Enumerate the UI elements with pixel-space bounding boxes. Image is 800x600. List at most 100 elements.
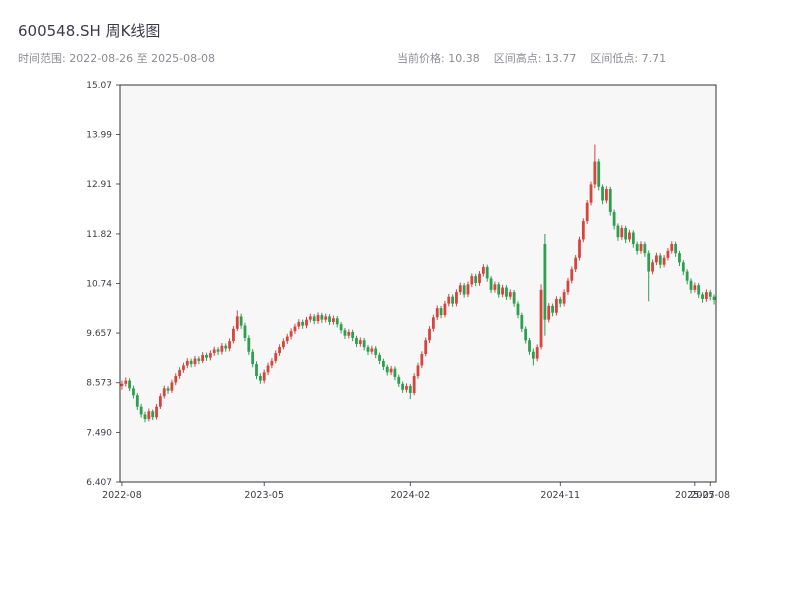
candle-body [597,161,601,187]
candle-body [635,244,639,251]
candle [139,403,143,418]
candle-body [528,340,531,352]
candle [397,374,401,388]
candle-body [497,284,501,295]
candle [704,289,708,302]
candle [601,184,604,205]
candle-body [324,316,328,320]
candle [585,200,589,224]
candle [520,312,524,333]
y-tick-label: 10.74 [86,279,112,289]
candle-body [631,232,635,245]
candle [243,322,247,342]
candle [420,351,424,369]
candle [320,312,324,323]
candle-body [197,358,201,361]
candle-body [312,316,316,322]
candle [439,305,443,319]
candle [551,303,554,317]
candle [505,285,508,300]
candle [458,282,462,295]
candle-body [704,292,708,300]
candle [285,333,289,344]
candle-body [697,285,701,295]
candle [389,365,393,376]
candle-body [639,244,643,251]
candle [282,338,285,350]
candle-body [566,280,570,293]
candle-body [585,202,589,222]
candle [362,337,366,351]
candle [651,259,654,275]
candle [201,352,205,364]
candle [685,269,689,285]
candle [255,361,258,380]
candle-body [535,347,539,359]
candle [212,346,216,356]
candle [135,392,139,410]
candle [535,344,539,362]
candle-body [589,184,593,203]
candle [466,281,470,298]
candle [128,378,132,392]
candle [408,383,412,399]
plot-area [120,85,716,482]
candle-body [489,278,493,290]
candle [381,358,385,371]
candle [455,289,458,307]
candle-body [228,341,231,349]
candle [616,223,620,241]
candle-body [481,266,485,274]
candle-body [555,299,558,313]
candle-body [662,257,666,265]
candle-body [262,372,266,381]
candle [347,329,351,339]
candle [247,335,251,355]
candle-body [466,284,470,295]
candle-body [520,315,524,329]
candle-body [201,354,205,361]
candle [501,284,504,298]
candle-body [166,388,170,391]
candle-body [212,349,216,354]
candle [170,379,174,393]
candle-body [678,253,681,263]
candle-body [182,365,185,371]
candle [678,250,681,267]
candle-body [462,285,466,295]
candle-body [143,414,147,420]
candle-body [412,376,416,393]
y-tick-label: 7.490 [86,428,112,438]
candle [443,300,447,318]
candle-body [332,318,335,322]
candle-body [524,328,528,341]
candle [335,315,339,328]
candle [351,329,355,342]
candle [266,362,270,376]
candle-body [658,255,662,265]
y-tick-label: 13.99 [86,130,112,140]
candle-body [362,340,366,348]
candle-body [551,305,554,313]
candle-body [158,396,162,407]
x-axis: 2022-08 2023-05 2024-02 2024-11 2025-072025-… [102,482,730,501]
x-tick-label: 2024-02 [390,490,430,501]
candle-body [493,284,497,290]
candle [312,314,316,325]
candle [278,344,281,356]
candle [155,403,158,420]
candle [332,315,335,325]
candle-body [701,294,704,300]
candle [531,348,535,366]
candle [639,241,643,254]
candle-body [278,347,281,354]
candle-body [420,354,424,366]
candle-body [128,380,132,389]
candle-body [431,317,435,329]
candle [262,369,266,384]
candle [151,409,155,420]
y-tick-label: 12.91 [86,180,112,190]
candle [301,319,305,329]
candle-body [685,271,689,281]
candle-body [628,232,631,240]
